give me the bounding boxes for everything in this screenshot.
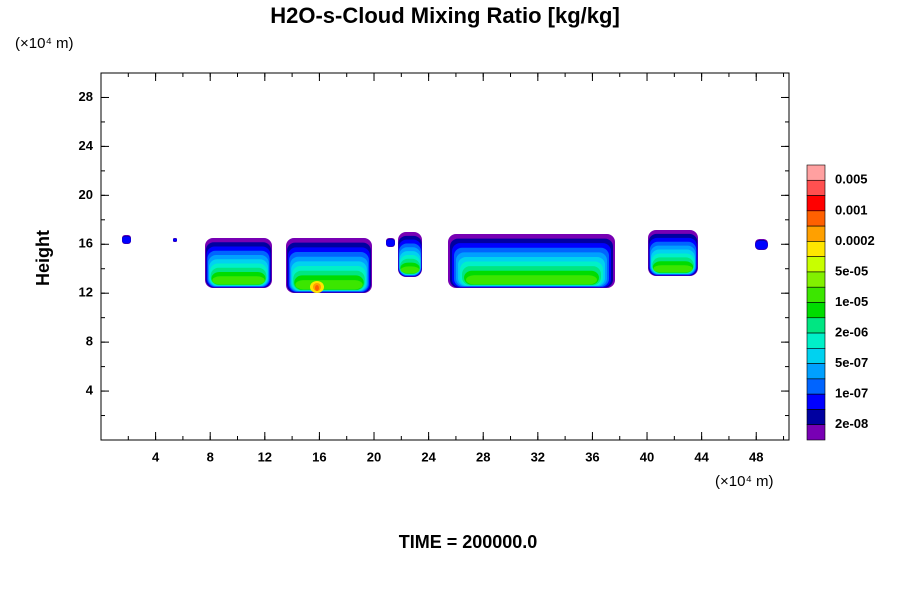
colorbar-swatch — [806, 332, 826, 349]
colorbar-label: 5e-05 — [835, 263, 868, 278]
x-tick-label: 32 — [531, 449, 545, 464]
colorbar-swatch — [806, 378, 826, 395]
x-tick-label: 24 — [421, 449, 436, 464]
colorbar-swatch — [806, 271, 826, 288]
y-tick-label: 28 — [79, 89, 93, 104]
y-axis-label: Height — [33, 230, 53, 286]
x-tick-label: 28 — [476, 449, 490, 464]
colorbar-label: 2e-08 — [835, 416, 868, 431]
colorbar-swatch — [806, 164, 826, 181]
colorbar-swatch — [806, 179, 826, 196]
colorbar-swatch — [806, 195, 826, 212]
x-tick-label: 16 — [312, 449, 326, 464]
y-tick-label: 4 — [86, 383, 94, 398]
colorbar-swatch — [806, 256, 826, 273]
colorbar-swatch — [806, 393, 826, 410]
cloud-layer — [755, 240, 768, 250]
cloud-layer — [400, 266, 420, 274]
colorbar-swatch — [806, 210, 826, 227]
y-unit: (×10⁴ m) — [15, 35, 74, 52]
colorbar-swatch — [806, 409, 826, 426]
x-unit: (×10⁴ m) — [715, 473, 774, 490]
contour-field — [122, 230, 768, 293]
cloud-core — [315, 285, 319, 291]
colorbar-label: 2e-06 — [835, 324, 868, 339]
x-tick-label: 48 — [749, 449, 763, 464]
y-tick-label: 20 — [79, 187, 93, 202]
colorbar-swatch — [806, 363, 826, 380]
x-tick-label: 12 — [258, 449, 272, 464]
cloud-layer — [386, 239, 395, 247]
y-tick-label: 24 — [79, 138, 94, 153]
y-tick-label: 8 — [86, 334, 93, 349]
x-tick-label: 20 — [367, 449, 381, 464]
colorbar-label: 0.0002 — [835, 233, 875, 248]
x-tick-label: 36 — [585, 449, 599, 464]
footer: TIME = 200000.0 — [399, 532, 538, 552]
x-tick-label: 44 — [694, 449, 709, 464]
colorbar-swatch — [806, 424, 826, 441]
colorbar-label: 0.005 — [835, 172, 868, 187]
colorbar-swatch — [806, 241, 826, 257]
x-tick-label: 40 — [640, 449, 654, 464]
cloud-layer — [295, 280, 363, 290]
y-tick-label: 12 — [79, 285, 93, 300]
cloud-layer — [466, 275, 597, 285]
x-tick-label: 4 — [152, 449, 160, 464]
x-tick-label: 8 — [207, 449, 214, 464]
colorbar-swatch — [806, 286, 826, 303]
colorbar-swatch — [806, 225, 826, 242]
chart-title: H2O-s-Cloud Mixing Ratio [kg/kg] — [270, 3, 620, 28]
colorbar-label: 1e-07 — [835, 386, 868, 401]
cloud-layer — [173, 238, 177, 242]
cloud-layer — [212, 276, 265, 285]
colorbar-label: 5e-07 — [835, 355, 868, 370]
colorbar-label: 0.001 — [835, 202, 868, 217]
y-tick-label: 16 — [79, 236, 93, 251]
colorbar-swatch — [806, 317, 826, 334]
cloud-layer — [653, 265, 693, 273]
plot-frame — [100, 72, 790, 441]
colorbar-label: 1e-05 — [835, 294, 868, 309]
cloud-layer — [122, 236, 131, 244]
colorbar-swatch — [806, 348, 826, 364]
colorbar-swatch — [806, 302, 826, 319]
